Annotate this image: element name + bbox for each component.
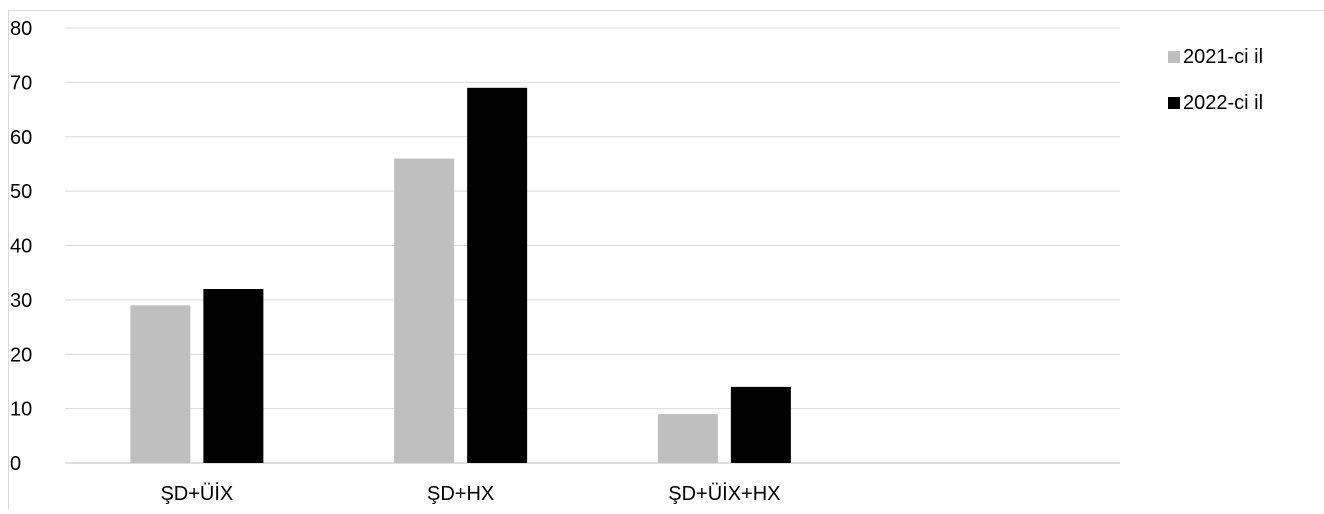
bar-2022-ci-il	[730, 386, 791, 463]
x-tick-label: ŞD+HX	[427, 483, 494, 505]
legend-label: 2022-ci il	[1183, 92, 1263, 114]
y-tick-label: 20	[10, 344, 32, 366]
legend-swatch	[1168, 97, 1180, 109]
legend-swatch	[1168, 51, 1180, 63]
legend-label: 2021-ci il	[1183, 46, 1263, 68]
y-tick-label: 10	[10, 399, 32, 421]
y-tick-label: 70	[10, 72, 32, 94]
y-tick-label: 0	[10, 453, 21, 475]
bar-2021-ci-il	[130, 305, 191, 463]
chart-border-left	[8, 10, 9, 509]
bar-2022-ci-il	[203, 289, 264, 463]
x-tick-label: ŞD+ÜİX	[160, 482, 233, 505]
x-tick-label: ŞD+ÜİX+HX	[668, 482, 780, 505]
y-tick-label: 60	[10, 127, 32, 149]
bar-2022-ci-il	[467, 87, 528, 463]
bar-2021-ci-il	[657, 414, 718, 463]
y-tick-label: 30	[10, 290, 32, 312]
bar-2021-ci-il	[394, 158, 455, 463]
y-tick-label: 50	[10, 181, 32, 203]
y-tick-label: 80	[10, 18, 32, 40]
chart-border-top	[8, 10, 1324, 11]
y-tick-label: 40	[10, 236, 32, 258]
